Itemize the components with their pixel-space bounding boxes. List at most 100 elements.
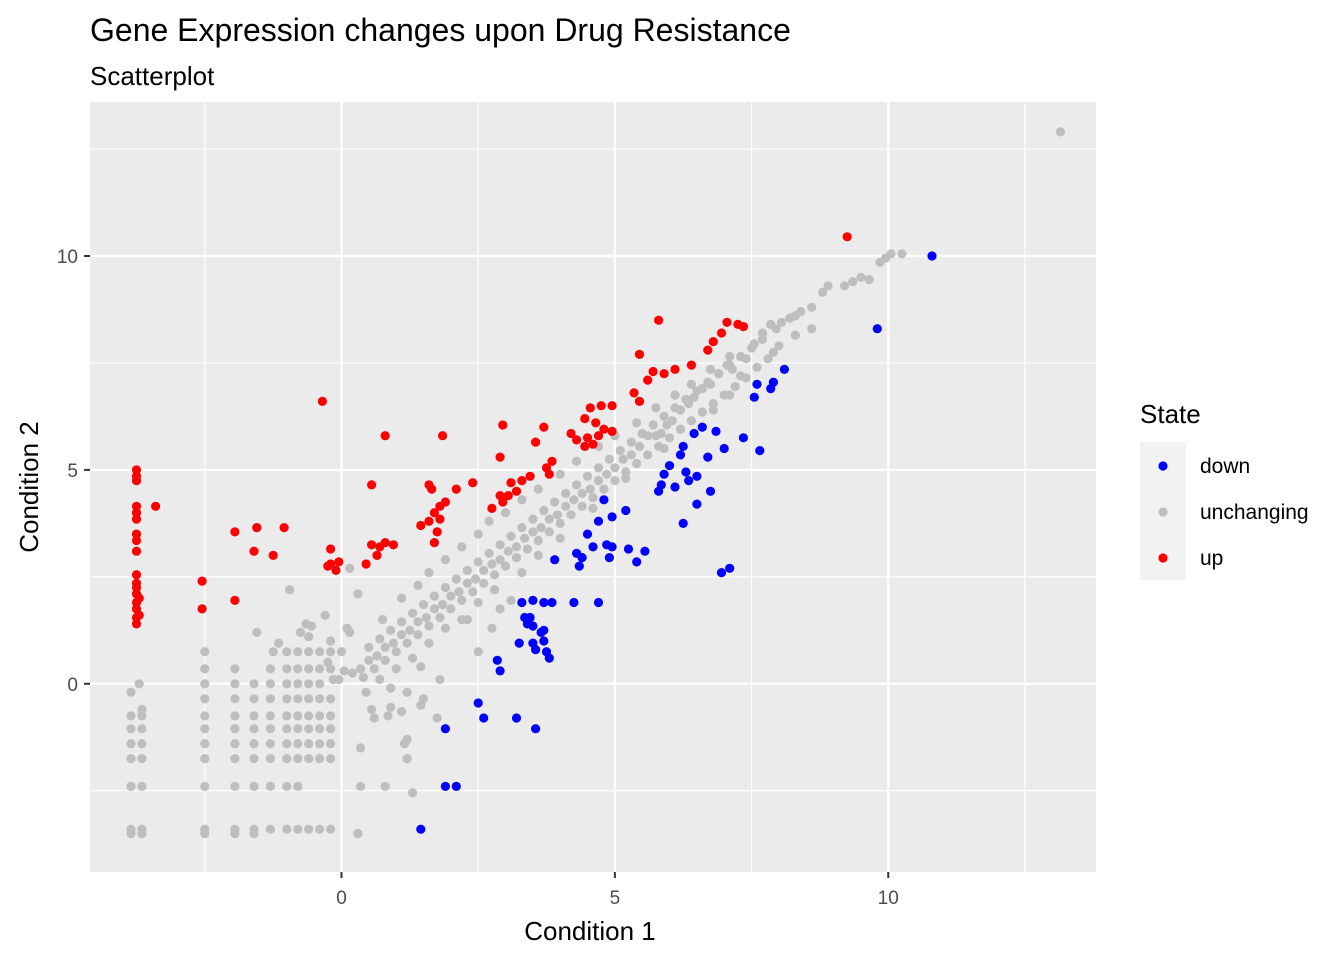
- y-tick-label: 10: [57, 247, 78, 268]
- point-up: [648, 366, 658, 377]
- point-unchanging: [424, 568, 434, 578]
- point-down: [716, 568, 727, 578]
- point-unchanging: [230, 664, 240, 674]
- point-unchanging: [686, 416, 697, 426]
- point-unchanging: [528, 527, 538, 537]
- point-unchanging: [304, 632, 314, 642]
- point-down: [440, 724, 450, 734]
- point-unchanging: [495, 540, 505, 550]
- point-up: [498, 497, 508, 507]
- point-unchanging: [659, 411, 669, 421]
- point-unchanging: [670, 403, 680, 413]
- point-unchanging: [200, 694, 210, 704]
- point-down: [738, 433, 749, 443]
- point-up: [131, 465, 142, 475]
- point-unchanging: [517, 495, 527, 505]
- point-unchanging: [736, 351, 746, 362]
- point-unchanging: [708, 405, 718, 415]
- point-unchanging: [602, 469, 612, 479]
- point-unchanging: [577, 501, 587, 511]
- point-unchanging: [200, 828, 210, 839]
- point-up: [495, 452, 505, 462]
- point-unchanging: [593, 476, 604, 486]
- point-unchanging: [536, 523, 546, 533]
- point-unchanging: [662, 420, 672, 430]
- point-up: [367, 540, 377, 550]
- point-down: [607, 542, 617, 552]
- point-unchanging: [528, 514, 538, 524]
- point-unchanging: [339, 666, 349, 676]
- point-unchanging: [730, 381, 740, 392]
- point-up: [531, 437, 541, 447]
- point-up: [525, 471, 535, 481]
- point-unchanging: [249, 724, 259, 734]
- point-down: [621, 505, 631, 516]
- point-up: [367, 480, 377, 490]
- point-up: [131, 514, 142, 524]
- axis-ticks: 0 5 10 0 5 10: [57, 247, 899, 909]
- point-up: [361, 559, 371, 569]
- point-unchanging: [572, 456, 582, 466]
- point-unchanging: [790, 330, 800, 340]
- point-unchanging: [664, 433, 675, 443]
- point-unchanging: [479, 565, 489, 576]
- point-down: [766, 384, 776, 394]
- point-up: [580, 414, 590, 424]
- point-unchanging: [408, 653, 418, 663]
- point-unchanging: [561, 488, 571, 498]
- point-down: [574, 561, 584, 571]
- point-unchanging: [703, 377, 713, 387]
- point-unchanging: [315, 664, 325, 674]
- point-up: [317, 396, 327, 406]
- point-unchanging: [506, 595, 516, 606]
- point-unchanging: [473, 557, 483, 567]
- point-unchanging: [397, 630, 407, 640]
- point-up: [331, 565, 341, 576]
- point-unchanging: [230, 711, 240, 721]
- point-up: [733, 319, 743, 329]
- point-down: [511, 713, 522, 723]
- point-unchanging: [875, 257, 885, 267]
- point-unchanging: [714, 369, 724, 379]
- point-unchanging: [282, 694, 292, 704]
- point-unchanging: [462, 565, 472, 576]
- point-unchanging: [522, 544, 533, 554]
- point-unchanging: [304, 664, 314, 674]
- point-unchanging: [429, 604, 439, 614]
- point-up: [487, 503, 497, 513]
- point-down: [479, 713, 489, 723]
- point-unchanging: [315, 824, 325, 834]
- point-up: [429, 538, 439, 548]
- point-unchanging: [588, 503, 598, 513]
- point-unchanging: [651, 431, 661, 441]
- point-up: [547, 456, 557, 466]
- point-down: [711, 426, 721, 436]
- point-down: [640, 546, 650, 556]
- point-unchanging: [402, 638, 412, 648]
- point-up: [435, 501, 445, 511]
- point-down: [752, 379, 762, 389]
- point-unchanging: [304, 647, 314, 657]
- point-unchanging: [520, 533, 530, 543]
- point-unchanging: [741, 373, 751, 383]
- point-up: [686, 360, 697, 370]
- point-unchanging: [137, 704, 147, 715]
- point-unchanging: [364, 655, 374, 665]
- point-down: [582, 529, 593, 539]
- point-unchanging: [126, 828, 136, 839]
- data-points: [126, 127, 1066, 839]
- point-unchanging: [615, 446, 625, 456]
- point-up: [151, 501, 161, 511]
- point-up: [506, 478, 516, 488]
- point-unchanging: [1055, 127, 1066, 137]
- point-up: [134, 593, 144, 603]
- point-up: [323, 561, 333, 571]
- point-unchanging: [405, 625, 415, 635]
- point-unchanging: [315, 679, 325, 689]
- point-up: [432, 527, 442, 537]
- point-unchanging: [637, 428, 647, 439]
- point-unchanging: [282, 781, 292, 792]
- point-unchanging: [230, 724, 240, 734]
- point-unchanging: [391, 664, 401, 674]
- point-unchanging: [457, 595, 467, 606]
